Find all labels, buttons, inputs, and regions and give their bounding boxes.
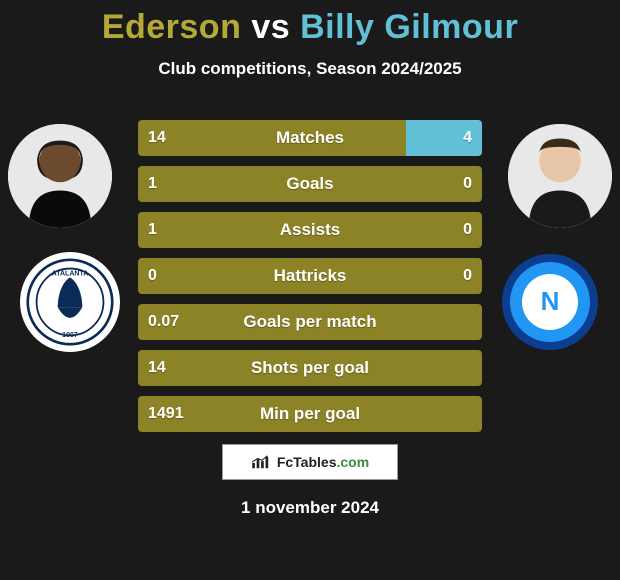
stat-right-value: 0: [453, 166, 482, 202]
brand-text: FcTables.com: [277, 454, 369, 470]
stat-row-hattricks: 0 Hattricks 0: [138, 258, 482, 294]
brand-suffix: .com: [336, 454, 369, 470]
stat-label: Assists: [138, 212, 482, 248]
club-crest-icon: ATALANTA 1907: [26, 258, 114, 346]
stat-bars: 14 Matches 4 1 Goals 0 1 Assists 0 0 Hat…: [138, 120, 482, 442]
stat-row-goals: 1 Goals 0: [138, 166, 482, 202]
player2-name: Billy Gilmour: [300, 8, 518, 46]
club-crest-icon: N: [500, 252, 600, 352]
stat-right-value: [462, 396, 482, 432]
stat-label: Hattricks: [138, 258, 482, 294]
stat-row-shots-per-goal: 14 Shots per goal: [138, 350, 482, 386]
player1-name: Ederson: [102, 8, 242, 46]
player1-club-badge: ATALANTA 1907: [20, 252, 120, 352]
player2-club-badge: N: [500, 252, 600, 352]
stat-row-goals-per-match: 0.07 Goals per match: [138, 304, 482, 340]
stat-right-value: [462, 304, 482, 340]
page-title: Ederson vs Billy Gilmour: [0, 0, 620, 47]
stat-row-matches: 14 Matches 4: [138, 120, 482, 156]
stat-label: Goals: [138, 166, 482, 202]
stat-label: Goals per match: [138, 304, 482, 340]
stat-right-value: 4: [453, 120, 482, 156]
stat-row-min-per-goal: 1491 Min per goal: [138, 396, 482, 432]
date-label: 1 november 2024: [0, 498, 620, 518]
stat-right-value: [462, 350, 482, 386]
stat-row-assists: 1 Assists 0: [138, 212, 482, 248]
stat-label: Matches: [138, 120, 482, 156]
brand-name: FcTables: [277, 454, 337, 470]
player1-avatar: [8, 124, 112, 228]
svg-text:1907: 1907: [62, 332, 78, 339]
stat-label: Min per goal: [138, 396, 482, 432]
brand-badge: FcTables.com: [222, 444, 398, 480]
player2-avatar: [508, 124, 612, 228]
person-icon: [8, 124, 112, 228]
svg-text:ATALANTA: ATALANTA: [52, 271, 89, 278]
subtitle: Club competitions, Season 2024/2025: [0, 59, 620, 79]
stat-label: Shots per goal: [138, 350, 482, 386]
bar-chart-icon: [251, 454, 273, 470]
svg-text:N: N: [541, 286, 560, 316]
stat-right-value: 0: [453, 212, 482, 248]
vs-text: vs: [251, 8, 290, 46]
person-icon: [508, 124, 612, 228]
stat-right-value: 0: [453, 258, 482, 294]
